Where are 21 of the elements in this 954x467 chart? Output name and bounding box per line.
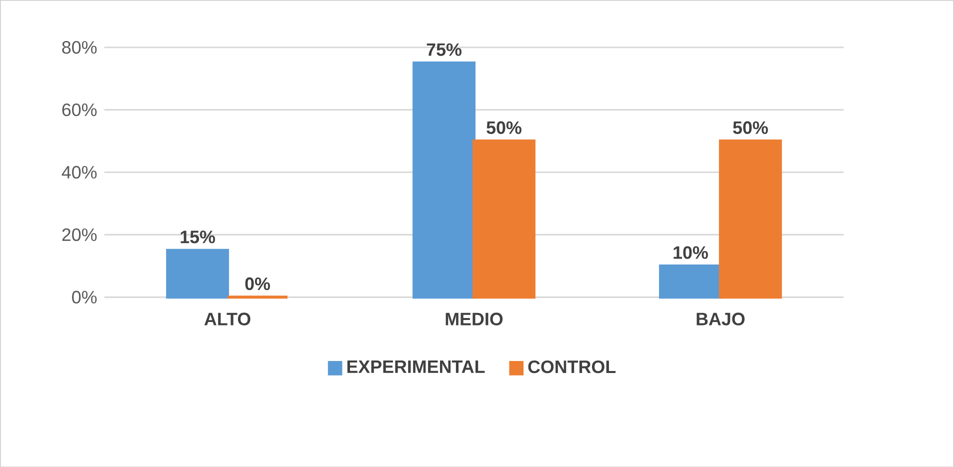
x-tick-label: ALTO — [204, 312, 250, 326]
bar — [659, 264, 722, 298]
y-tick-label: 0% — [72, 290, 97, 304]
legend-label: CONTROL — [528, 360, 616, 373]
bar — [412, 61, 476, 298]
x-tick-label: BAJO — [696, 312, 745, 326]
bar — [472, 139, 536, 298]
y-tick-label: 80% — [62, 40, 97, 54]
bar — [166, 248, 230, 298]
data-label: 15% — [180, 230, 216, 244]
data-label: 10% — [674, 246, 708, 259]
y-tick-label: 60% — [62, 103, 97, 116]
bar — [718, 139, 782, 298]
y-tick-label: 20% — [62, 228, 97, 241]
data-label: 0% — [245, 277, 270, 290]
data-label: 75% — [426, 43, 462, 56]
legend-label: EXPERIMENTAL — [347, 360, 485, 373]
data-label: 50% — [733, 121, 768, 134]
y-tick-label: 40% — [62, 166, 97, 178]
x-tick-label: MEDIO — [446, 312, 503, 326]
data-label: 50% — [486, 121, 522, 134]
